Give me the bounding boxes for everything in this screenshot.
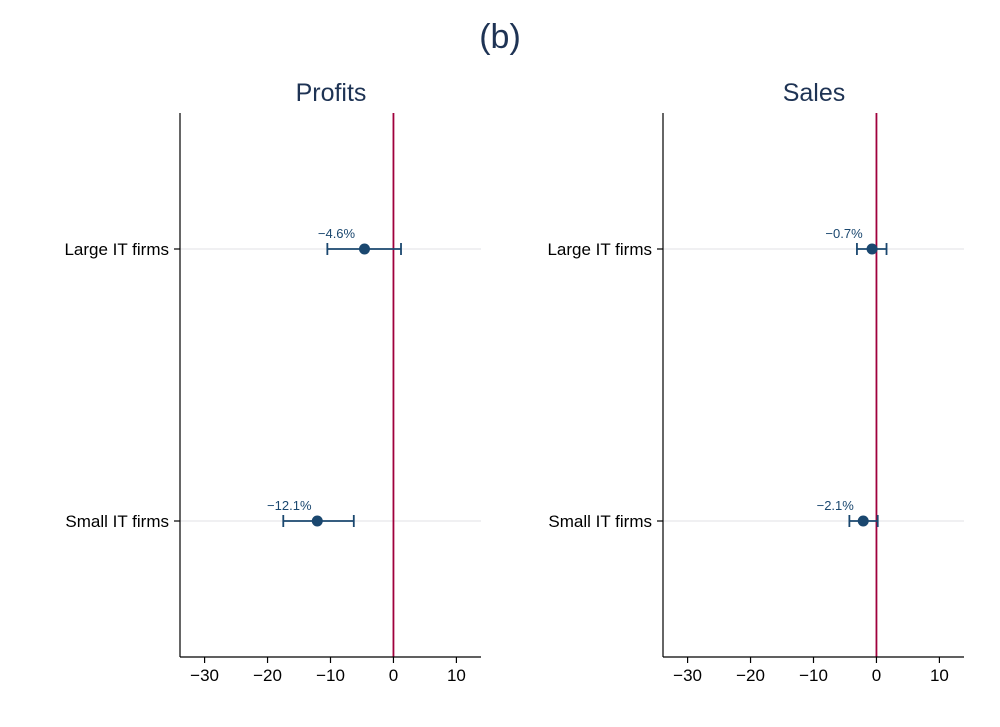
- x-tick-label: 10: [447, 666, 466, 685]
- x-tick-label: −20: [736, 666, 765, 685]
- x-tick-label: −10: [316, 666, 345, 685]
- panel-title: Profits: [296, 79, 367, 107]
- x-tick-label: 0: [872, 666, 881, 685]
- point-estimate: [358, 243, 370, 255]
- point-estimate: [866, 243, 878, 255]
- category-label: Large IT firms: [547, 240, 652, 259]
- panel-profits: Profits −30 −20 −10 0 10 Large IT firms −4.6% Sm…: [64, 79, 481, 685]
- data-label: −2.1%: [817, 498, 855, 513]
- x-tick-label: 0: [389, 666, 398, 685]
- point-estimate: [857, 515, 869, 527]
- category-label: Small IT firms: [548, 512, 652, 531]
- data-label: −0.7%: [825, 226, 863, 241]
- figure-title: (b): [479, 18, 521, 56]
- data-label: −12.1%: [267, 498, 312, 513]
- category-label: Large IT firms: [64, 240, 169, 259]
- x-tick-label: 10: [930, 666, 949, 685]
- x-tick-label: −10: [799, 666, 828, 685]
- data-label: −4.6%: [318, 226, 356, 241]
- x-tick-label: −30: [673, 666, 702, 685]
- point-estimate: [311, 515, 323, 527]
- x-tick-label: −20: [253, 666, 282, 685]
- panel-title: Sales: [783, 79, 846, 107]
- panel-sales: Sales −30 −20 −10 0 10 Large IT firms −0.7% Smal…: [547, 79, 964, 685]
- x-tick-label: −30: [190, 666, 219, 685]
- category-label: Small IT firms: [65, 512, 169, 531]
